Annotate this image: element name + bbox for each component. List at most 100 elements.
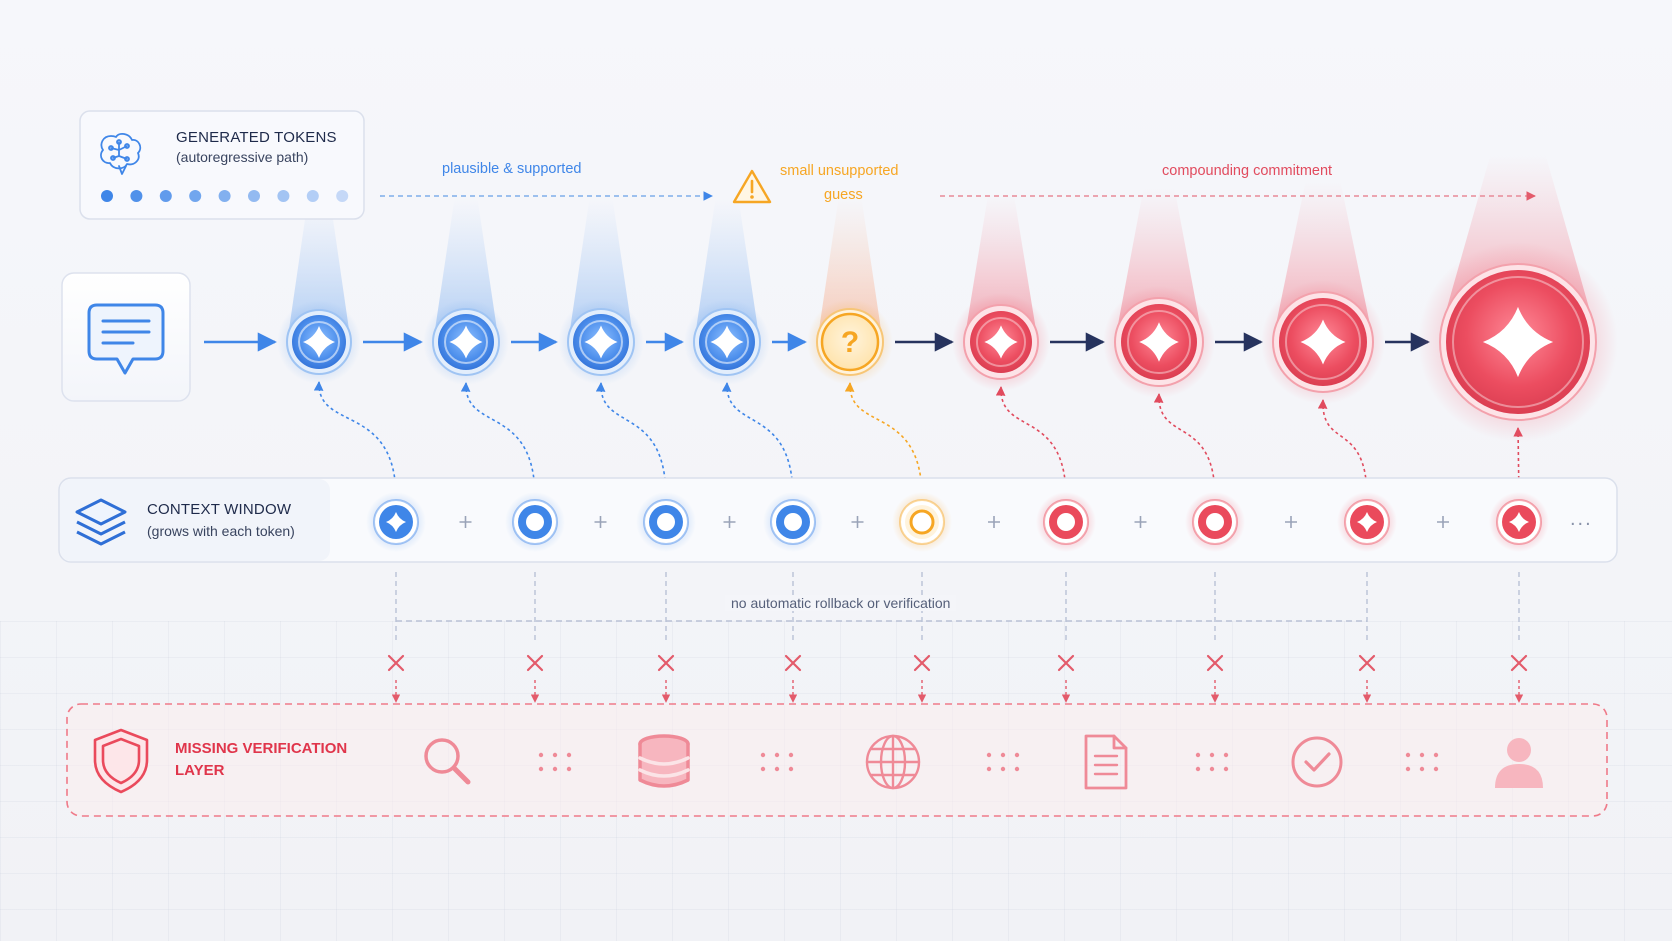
context-link: [995, 386, 1071, 499]
plus-sign: [851, 516, 864, 528]
separator-dot: [1000, 766, 1006, 772]
separator-dot: [1433, 752, 1439, 758]
separator-dot: [1419, 766, 1425, 772]
context-items: [366, 492, 1549, 552]
separator-dot: [1014, 766, 1020, 772]
separator-dot: [538, 752, 544, 758]
tokens: ?: [277, 242, 1618, 442]
context-token: [1036, 492, 1096, 552]
token-compounding: [952, 293, 1050, 391]
chat-icon: [87, 303, 165, 375]
token-dot: [159, 190, 172, 202]
separator-dot: [774, 752, 780, 758]
blocked-x-icon: [526, 654, 544, 672]
light-beam: [569, 199, 633, 333]
separator-dot: [760, 766, 766, 772]
generated-tokens-subtitle: (autoregressive path): [176, 149, 309, 165]
blocked-x-icon: [387, 654, 405, 672]
guess-symbol: ?: [841, 326, 859, 359]
light-beam: [288, 200, 350, 333]
warning-icon: [732, 169, 772, 204]
plus-sign: [1437, 516, 1449, 528]
light-beam: [818, 199, 882, 333]
context-token: [366, 492, 426, 552]
rollback-note: no automatic rollback or verification: [725, 595, 957, 611]
globe-icon: [865, 734, 921, 790]
separator-dot: [1209, 752, 1215, 758]
context-links: [313, 381, 1524, 499]
check-circle-icon: [1291, 736, 1343, 788]
guess-label-line1: small unsupported: [780, 163, 899, 179]
context-token: [1489, 492, 1549, 552]
blocked-x-icon: [657, 654, 675, 672]
token-dot: [277, 190, 290, 202]
blocked-x-icon: [1057, 654, 1075, 672]
token-compounding: [1418, 242, 1618, 442]
separator-dot: [1195, 752, 1201, 758]
token-dot: [248, 190, 260, 202]
plus-sign: [988, 516, 1000, 528]
separator-dot: [538, 766, 544, 772]
search-icon: [424, 738, 471, 785]
plus-sign: [594, 516, 607, 528]
token-supported: [277, 300, 361, 384]
separator-dot: [788, 766, 794, 772]
separator-dot: [1419, 752, 1425, 758]
token-dot: [336, 190, 349, 202]
context-window-title: CONTEXT WINDOW: [147, 501, 292, 518]
token-dot: [101, 190, 113, 202]
verification-title-line2: LAYER: [175, 762, 225, 779]
token-guess: ?: [807, 299, 893, 385]
token-dot: [218, 190, 231, 202]
brain-icon: [100, 133, 142, 175]
separator-dot: [552, 752, 558, 758]
context-window-subtitle: (grows with each token): [147, 523, 295, 539]
separator-dot: [552, 766, 558, 772]
verification-icons: [424, 734, 1543, 790]
separator-dot: [774, 766, 780, 772]
token-dot: [189, 190, 202, 202]
blocked-x-icon: [913, 654, 931, 672]
context-token: [636, 492, 696, 552]
generated-tokens-title: GENERATED TOKENS: [176, 129, 337, 146]
context-token: [1185, 492, 1245, 552]
plus-sign: [1285, 516, 1297, 528]
blocked-x-icon: [1206, 654, 1224, 672]
separator-dot: [1223, 766, 1229, 772]
generated-tokens-card: [79, 110, 365, 220]
separator-dot: [1223, 752, 1229, 758]
plus-sign: [1134, 516, 1147, 528]
separator-dot: [1000, 752, 1006, 758]
separator-dot: [1405, 752, 1411, 758]
verification-layer: [66, 703, 1608, 817]
separator-dot: [1209, 766, 1215, 772]
plus-sign: [459, 516, 472, 528]
blocked-x-icon: [1510, 654, 1528, 672]
context-token: [892, 492, 952, 552]
layers-icon: [75, 498, 127, 546]
token-supported: [558, 299, 644, 385]
plus-sign: [723, 516, 736, 528]
verification-title-line1: MISSING VERIFICATION: [175, 740, 348, 757]
context-token: [1337, 492, 1397, 552]
user-icon: [1495, 738, 1543, 788]
separator-dot: [986, 766, 992, 772]
light-beam: [695, 199, 759, 333]
blocked-x-icon: [1358, 654, 1376, 672]
guess-label-line2: guess: [824, 187, 863, 203]
token-compounding: [1103, 286, 1215, 398]
separator-dot: [986, 752, 992, 758]
separator-dot: [1405, 766, 1411, 772]
context-link: [721, 382, 798, 499]
blocked-x-icon: [784, 654, 802, 672]
separator-dot: [1433, 766, 1439, 772]
context-link: [595, 382, 671, 499]
context-token: [763, 492, 823, 552]
separator-dot: [566, 766, 572, 772]
database-icon: [638, 734, 690, 788]
separator-dot: [1195, 766, 1201, 772]
context-token: [505, 492, 565, 552]
context-link: [460, 382, 540, 499]
token-compounding: [1261, 280, 1385, 404]
